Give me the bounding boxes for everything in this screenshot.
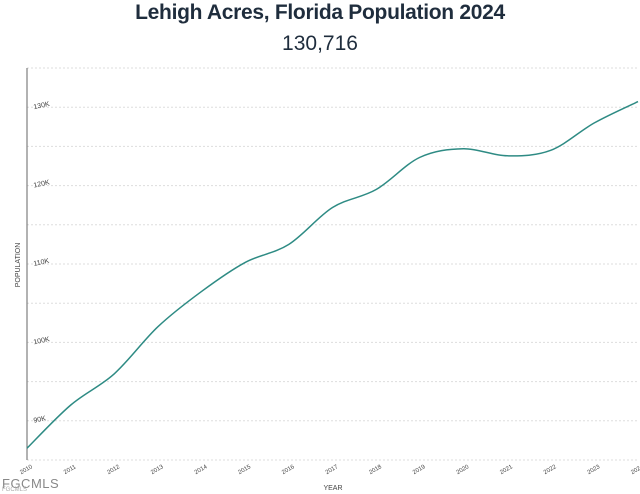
x-tick-label: 2024 bbox=[630, 464, 640, 476]
x-tick-label: 2023 bbox=[587, 464, 602, 476]
x-tick-label: 2014 bbox=[194, 464, 209, 476]
x-tick-label: 2017 bbox=[325, 464, 340, 476]
x-tick-label: 2013 bbox=[150, 464, 165, 476]
x-tick-label: 2022 bbox=[543, 464, 558, 476]
y-axis-label: POPULATION bbox=[15, 243, 22, 288]
y-tick-label: 120K bbox=[33, 179, 51, 189]
watermark-small-text: FGCMLS bbox=[2, 487, 28, 493]
x-tick-label: 2021 bbox=[499, 464, 514, 476]
x-tick-label: 2016 bbox=[281, 464, 296, 476]
grid-lines bbox=[27, 67, 638, 461]
y-tick-labels: 90K 100K 110K 120K 130K bbox=[33, 101, 51, 425]
watermark-logo: FGCMLS bbox=[2, 476, 60, 491]
x-tick-label: 2012 bbox=[107, 464, 122, 476]
y-tick-label: 90K bbox=[33, 415, 47, 425]
x-tick-label: 2010 bbox=[19, 464, 34, 476]
chart-subtitle: 130,716 bbox=[282, 32, 358, 55]
chart-title: Lehigh Acres, Florida Population 2024 bbox=[135, 1, 505, 24]
y-tick-label: 130K bbox=[33, 101, 51, 111]
x-axis-label: YEAR bbox=[323, 485, 342, 492]
population-series-line bbox=[26, 100, 639, 449]
x-tick-label: 2018 bbox=[368, 464, 383, 476]
x-tick-label: 2011 bbox=[63, 464, 78, 476]
x-tick-label: 2020 bbox=[456, 464, 471, 476]
x-tick-labels: 2010 2011 2012 2013 2014 2015 2016 2017 2018 2019… bbox=[19, 464, 640, 476]
y-tick-label: 100K bbox=[33, 336, 51, 346]
y-tick-label: 110K bbox=[33, 258, 50, 268]
x-tick-label: 2015 bbox=[237, 464, 252, 476]
x-tick-label: 2019 bbox=[412, 464, 427, 476]
